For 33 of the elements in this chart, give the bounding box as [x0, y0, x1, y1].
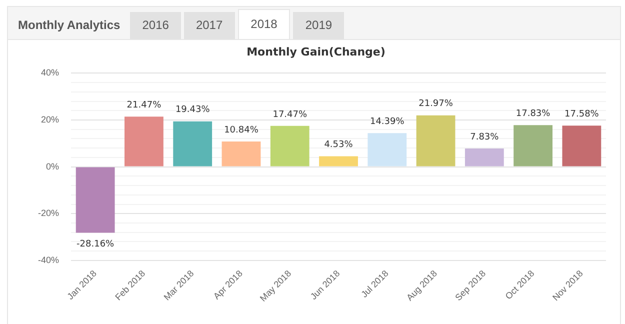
data-label: -28.16%: [76, 240, 115, 250]
data-label: 21.47%: [126, 100, 162, 110]
data-label: 10.84%: [224, 125, 259, 136]
bar: [514, 125, 552, 166]
y-tick-label: 0%: [46, 161, 60, 172]
data-label: 14.39%: [370, 116, 405, 127]
bar: [173, 121, 212, 166]
text: Monthly Analytics: [17, 17, 122, 34]
text: 2017: [184, 12, 235, 39]
y-tick-label: -20%: [38, 208, 60, 218]
bar: [562, 126, 602, 166]
bar: [416, 115, 456, 166]
bar: [319, 156, 358, 166]
data-label: 17.58%: [564, 110, 600, 120]
text: 2019: [293, 12, 344, 39]
data-label: 7.83%: [470, 132, 500, 142]
data-label: 19.43%: [175, 105, 210, 116]
chart-title: Monthly Gain(Change): [246, 45, 386, 58]
text: 2016: [130, 12, 181, 39]
bar: [124, 116, 164, 166]
y-tick-label: 20%: [40, 114, 60, 124]
bar: [270, 126, 310, 166]
text: 2018: [238, 9, 290, 39]
data-label: 17.83%: [516, 108, 551, 119]
data-label: 21.97%: [418, 99, 454, 110]
y-tick-label: 40%: [40, 68, 60, 78]
y-tick-label: -40%: [38, 254, 60, 265]
data-label: 4.53%: [324, 140, 354, 150]
bar: [76, 167, 115, 233]
bar: [368, 133, 407, 166]
bar: [464, 148, 504, 166]
bar: [222, 141, 261, 166]
data-label: 17.47%: [272, 110, 308, 120]
